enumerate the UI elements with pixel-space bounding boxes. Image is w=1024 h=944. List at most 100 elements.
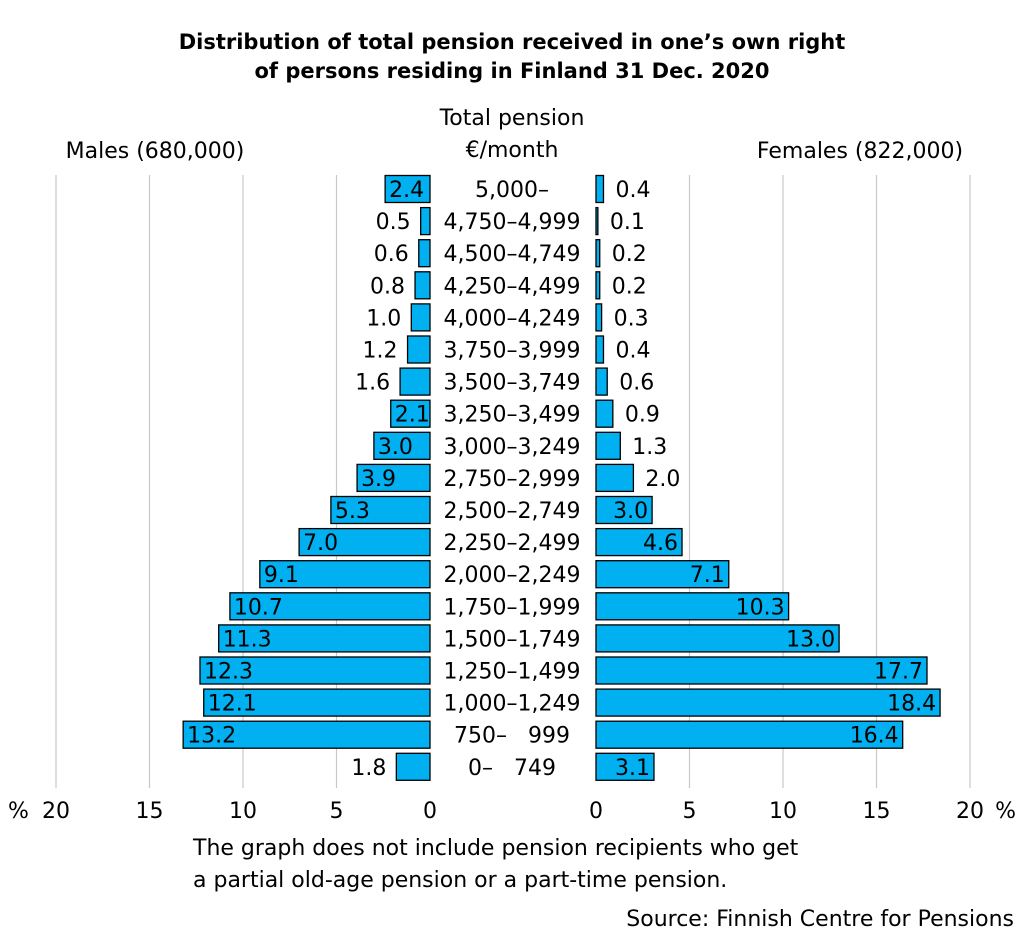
category-label: 0– 749 <box>468 756 556 781</box>
labels: 0 0 5 5 10 10 15 15 20 20% % Males (680,000) Females… <box>8 106 1016 824</box>
x-tick-label-left: 20 <box>42 799 70 824</box>
category-label: 4,250–4,499 <box>444 274 581 299</box>
bar-males <box>419 206 431 236</box>
category-label: 1,500–1,749 <box>444 627 581 652</box>
bar-females <box>595 303 603 332</box>
data-label-females: 3.1 <box>615 756 650 781</box>
data-label-females: 2.0 <box>645 467 680 492</box>
data-label-males: 1.6 <box>355 371 390 396</box>
data-label-females: 18.4 <box>887 692 936 717</box>
bar-females <box>595 527 683 557</box>
category-label: 4,750–4,999 <box>444 210 581 235</box>
data-label-males: 2.4 <box>389 178 424 203</box>
bar-females <box>595 624 840 653</box>
bar-males <box>356 463 431 493</box>
data-label-males: 10.7 <box>234 595 283 620</box>
data-label-females: 1.3 <box>632 435 667 460</box>
bars <box>182 174 941 781</box>
bar-males <box>298 527 431 557</box>
x-tick-label-left: 15 <box>136 799 164 824</box>
data-label-females: 17.7 <box>874 660 923 685</box>
bar-females <box>595 431 621 460</box>
data-label-males: 1.8 <box>351 756 386 781</box>
bar-males <box>418 239 431 268</box>
bar-females <box>595 720 904 749</box>
category-label: 4,500–4,749 <box>444 242 581 267</box>
bar-males <box>406 335 431 364</box>
category-label: 2,250–2,499 <box>444 531 581 556</box>
data-label-females: 0.6 <box>619 371 654 396</box>
data-label-females: 0.2 <box>612 242 647 267</box>
data-label-males: 7.0 <box>303 531 338 556</box>
category-label: 3,250–3,499 <box>444 403 581 428</box>
data-label-females: 7.1 <box>690 563 725 588</box>
bar-females <box>595 495 653 525</box>
bar-males <box>414 271 431 300</box>
bar-females <box>595 399 614 428</box>
bar-females <box>595 463 635 493</box>
bar-males <box>182 720 431 749</box>
data-label-males: 3.9 <box>361 467 396 492</box>
bar-females <box>595 752 655 781</box>
data-label-females: 3.0 <box>613 499 648 524</box>
data-label-females: 4.6 <box>643 531 678 556</box>
x-tick-label-right: 10 <box>769 799 797 824</box>
x-tick-label-right: 20 <box>956 799 984 824</box>
data-label-males: 0.5 <box>376 210 411 235</box>
x-tick-label-right: 0 <box>589 799 603 824</box>
category-label: 750– 999 <box>454 724 570 749</box>
bar-males <box>203 688 431 717</box>
bar-females <box>595 688 941 717</box>
x-tick-label-left: 10 <box>229 799 257 824</box>
data-label-females: 0.9 <box>625 403 660 428</box>
bar-males <box>330 495 431 525</box>
category-label: 4,000–4,249 <box>444 306 581 331</box>
data-label-males: 9.1 <box>264 563 299 588</box>
chart-note-line-2: a partial old-age pension or a part-time… <box>193 868 728 893</box>
chart-title: Distribution of total pension received i… <box>0 28 1024 86</box>
bar-males <box>395 752 431 781</box>
bar-females <box>595 656 928 685</box>
x-tick-label-right: 5 <box>683 799 697 824</box>
females-legend-label: Females (822,000) <box>757 139 963 164</box>
category-label: 2,500–2,749 <box>444 499 581 524</box>
data-label-males: 0.8 <box>370 274 405 299</box>
grid-lines <box>55 175 971 788</box>
bar-females <box>595 335 605 364</box>
data-label-females: 0.2 <box>612 274 647 299</box>
category-label: 1,250–1,499 <box>444 660 581 685</box>
bar-males <box>410 303 431 332</box>
x-tick-label-left: 5 <box>330 799 344 824</box>
x-tick-label-right: 15 <box>863 799 891 824</box>
data-label-females: 13.0 <box>786 627 835 652</box>
bar-males <box>218 624 431 653</box>
chart-title-line-1: Distribution of total pension received i… <box>178 30 846 54</box>
data-label-females: 10.3 <box>736 595 785 620</box>
bar-females <box>595 271 601 300</box>
bar-females <box>595 560 730 589</box>
data-label-males: 1.0 <box>366 306 401 331</box>
data-label-males: 12.1 <box>208 692 257 717</box>
bar-females <box>595 174 605 204</box>
category-label: 1,750–1,999 <box>444 595 581 620</box>
category-label: 2,000–2,249 <box>444 563 581 588</box>
data-label-females: 0.1 <box>610 210 645 235</box>
data-label-females: 0.4 <box>615 178 650 203</box>
bar-females <box>595 239 601 268</box>
data-label-males: 2.1 <box>395 403 430 428</box>
data-label-males: 5.3 <box>335 499 370 524</box>
category-label: 1,000–1,249 <box>444 692 581 717</box>
data-label-males: 1.2 <box>363 339 398 364</box>
x-tick-label-left: 0 <box>423 799 437 824</box>
bar-males <box>229 592 431 621</box>
bar-males <box>390 399 431 428</box>
data-label-females: 16.4 <box>850 724 899 749</box>
category-label: 3,750–3,999 <box>444 339 581 364</box>
chart-note: The graph does not include pension recip… <box>193 833 798 897</box>
category-label: 3,500–3,749 <box>444 371 581 396</box>
data-label-females: 0.4 <box>615 339 650 364</box>
bar-males <box>199 656 431 685</box>
bar-females <box>595 206 599 236</box>
unit-label-right: % <box>995 799 1016 824</box>
